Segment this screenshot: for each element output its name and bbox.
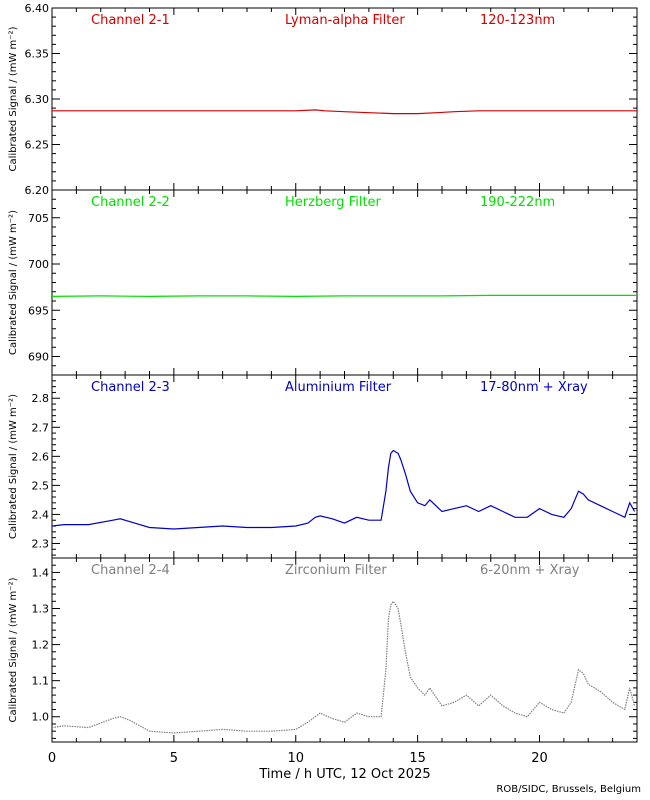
- filter-label: Lyman-alpha Filter: [285, 13, 405, 28]
- band-label: 120-123nm: [480, 13, 555, 28]
- x-tick-label: 5: [170, 751, 178, 766]
- filter-label: Aluminium Filter: [285, 380, 392, 395]
- y-tick-label: 2.8: [32, 392, 50, 405]
- x-axis-label: Time / h UTC, 12 Oct 2025: [258, 767, 430, 782]
- y-tick-label: 2.7: [32, 421, 50, 434]
- channel-label: Channel 2-1: [91, 13, 170, 28]
- series-line: [51, 449, 636, 530]
- y-tick-label: 2.6: [32, 450, 50, 463]
- y-tick-label: 6.30: [25, 93, 50, 106]
- series-line: [51, 600, 636, 734]
- y-tick-label: 6.40: [25, 2, 50, 15]
- y-tick-label: 2.3: [32, 537, 50, 550]
- channel-label: Channel 2-3: [91, 380, 170, 395]
- band-label: 6-20nm + Xray: [480, 563, 580, 578]
- channel-panel-2: 690 695 700 705 Calibrated Signal / (mW m⁻²)…: [8, 189, 638, 376]
- y-tick-label: 6.20: [25, 184, 50, 197]
- series-line: [52, 109, 637, 115]
- y-tick-label: 1.3: [32, 603, 50, 616]
- credit-text: ROB/SIDC, Brussels, Belgium: [496, 784, 641, 795]
- y-tick-label: 1.4: [32, 566, 50, 579]
- series-line: [51, 294, 637, 298]
- y-tick-label: 1.2: [32, 639, 50, 652]
- y-tick-label: 2.4: [32, 508, 50, 521]
- x-axis: 0 5 10 15 20: [48, 751, 548, 766]
- y-tick-label: 695: [28, 304, 49, 317]
- y-tick-label: 705: [28, 212, 49, 225]
- x-tick-label: 10: [287, 751, 304, 766]
- y-tick-label: 2.5: [32, 479, 50, 492]
- channel-label: Channel 2-4: [91, 563, 170, 578]
- y-tick-label: 6.25: [25, 139, 50, 152]
- filter-label: Zirconium Filter: [285, 563, 387, 578]
- band-label: 17-80nm + Xray: [480, 380, 588, 395]
- channel-panel-4: 1.0 1.1 1.2 1.3 1.4 Calibrated Signal / (mW m…: [8, 557, 638, 743]
- filter-label: Herzberg Filter: [285, 195, 382, 210]
- y-tick-label: 1.0: [32, 711, 50, 724]
- y-axis-label: Calibrated Signal / (mW m⁻²): [8, 26, 19, 171]
- y-tick-label: 700: [28, 258, 49, 271]
- y-axis-label: Calibrated Signal / (mW m⁻²): [8, 577, 19, 722]
- band-label: 190-222nm: [480, 195, 555, 210]
- y-tick-label: 1.1: [32, 675, 50, 688]
- y-tick-label: 690: [28, 351, 49, 364]
- channel-panel-1: 6.20 6.25 6.30 6.35 6.40 Calibrated Signal / …: [8, 2, 638, 197]
- y-tick-label: 6.35: [25, 48, 50, 61]
- y-axis-label: Calibrated Signal / (mW m⁻²): [8, 394, 19, 539]
- y-axis-label: Calibrated Signal / (mW m⁻²): [8, 210, 19, 355]
- x-tick-label: 20: [531, 751, 548, 766]
- x-tick-label: 15: [409, 751, 426, 766]
- channel-panels: 6.20 6.25 6.30 6.35 6.40 Calibrated Signal / …: [8, 2, 638, 743]
- x-tick-label: 0: [48, 751, 56, 766]
- channel-label: Channel 2-2: [91, 195, 170, 210]
